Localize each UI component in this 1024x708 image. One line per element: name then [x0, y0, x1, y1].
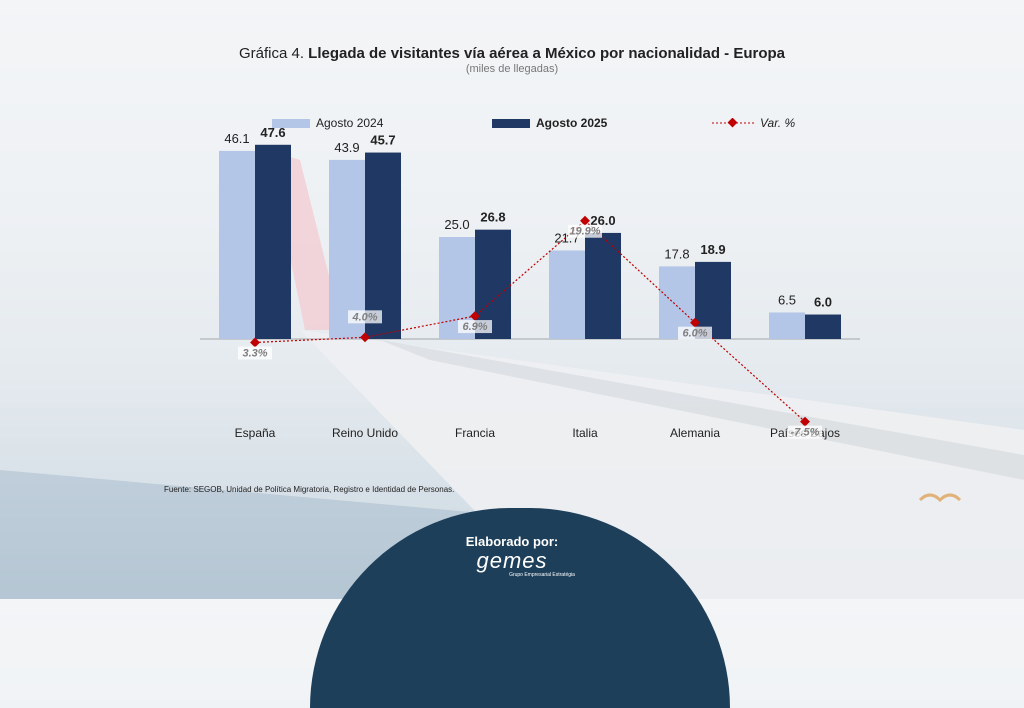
- chart-plot: 46.1 47.6 España 43.9 45.7 Reino Unido 25.0 26.…: [200, 125, 860, 440]
- logo-subtitle: Grupo Empresarial Estratégia: [509, 572, 575, 578]
- bar-2025: [585, 232, 621, 339]
- var-value-label: 19.9%: [569, 226, 600, 238]
- var-point: [360, 332, 370, 343]
- chart-subtitle: (miles de llegadas): [465, 63, 559, 75]
- legend-swatch-2025: [492, 118, 530, 128]
- bar-value-label: 45.7: [370, 133, 395, 148]
- var-point: [800, 416, 810, 427]
- var-label-bg: [568, 224, 602, 238]
- var-point: [470, 311, 480, 322]
- legend-item-2024: Agosto 2024: [272, 116, 383, 130]
- bar-value-label: 47.6: [260, 125, 285, 140]
- bar-value-label: 43.9: [334, 140, 359, 155]
- legend-label-2025: Agosto 2025: [536, 116, 608, 130]
- bar-value-label: 18.9: [700, 242, 725, 257]
- title-prefix: Gráfica 4.: [238, 45, 304, 62]
- bar-2024: [329, 159, 365, 339]
- bar-2024: [549, 250, 585, 339]
- legend-line-icon: [712, 118, 754, 128]
- bar-2024: [219, 150, 255, 339]
- legend: Agosto 2024 Agosto 2025 Var. %: [0, 116, 1024, 136]
- logo-word: gemes: [476, 548, 548, 573]
- chart-title-block: Gráfica 4. Llegada de visitantes vía aér…: [0, 45, 1024, 75]
- var-label-bg: [788, 425, 822, 439]
- var-value-label: 6.0%: [682, 328, 707, 340]
- var-label-bg: [678, 326, 712, 340]
- source-note: Fuente: SEGOB, Unidad de Política Migrat…: [164, 485, 455, 494]
- category-tick-label: Reino Unido: [332, 426, 398, 440]
- bar-value-label: 46.1: [224, 131, 249, 146]
- bar-value-label: 25.0: [444, 217, 469, 232]
- legend-label-var: Var. %: [760, 116, 796, 130]
- legend-label-2024: Agosto 2024: [316, 116, 384, 130]
- category-tick-label: Alemania: [670, 426, 720, 440]
- bar-2025: [255, 144, 291, 339]
- bar-value-label: 6.5: [778, 292, 796, 307]
- bar-2025: [805, 314, 841, 339]
- bar-2025: [365, 152, 401, 339]
- var-value-label: 4.0%: [351, 311, 377, 323]
- bar-value-label: 26.0: [590, 213, 615, 228]
- var-label-bg: [238, 346, 272, 360]
- chart-title: Gráfica 4. Llegada de visitantes vía aér…: [0, 45, 1024, 62]
- legend-item-var: Var. %: [712, 116, 795, 130]
- bar-value-label: 26.8: [480, 210, 505, 225]
- legend-swatch-2024: [272, 118, 310, 128]
- legend-item-2025: Agosto 2025: [492, 116, 607, 130]
- gemes-logo: gemes Grupo Empresarial Estratégia: [0, 548, 1024, 578]
- var-point: [690, 317, 700, 328]
- var-value-label: -7.5%: [791, 427, 820, 439]
- var-point: [580, 215, 590, 226]
- var-value-label: 3.3%: [242, 347, 267, 359]
- title-main: Llegada de visitantes vía aérea a México…: [308, 45, 786, 62]
- var-label-bg: [348, 310, 382, 324]
- badge-label: Elaborado por:: [465, 534, 559, 549]
- category-tick-label: Francia: [455, 426, 495, 440]
- var-label-bg: [458, 320, 492, 334]
- bar-2025: [695, 261, 731, 339]
- var-value-label: 6.9%: [462, 321, 487, 333]
- category-tick-label: Italia: [572, 426, 598, 440]
- bar-2024: [769, 312, 805, 339]
- var-point: [250, 337, 260, 348]
- category-tick-label: España: [235, 426, 276, 440]
- bar-value-label: 17.8: [664, 246, 689, 261]
- bar-value-label: 6.0: [814, 295, 832, 310]
